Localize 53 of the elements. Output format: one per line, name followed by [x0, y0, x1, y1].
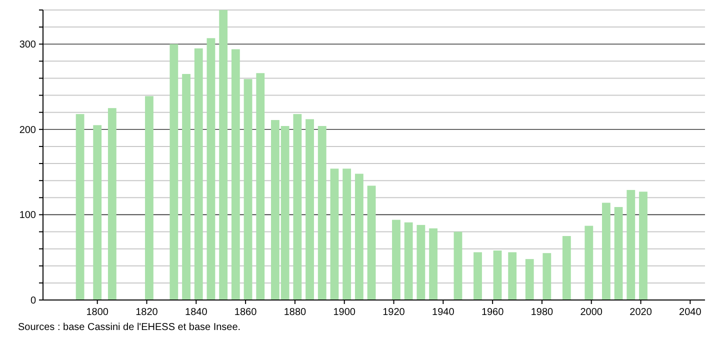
bar: [231, 49, 240, 300]
bar: [584, 226, 594, 300]
bar: [416, 224, 426, 300]
bar: [342, 168, 352, 300]
bar: [626, 190, 636, 300]
bar: [93, 125, 102, 300]
bar: [76, 114, 84, 300]
bar: [474, 252, 482, 300]
bar: [206, 38, 216, 300]
bar: [145, 96, 154, 300]
x-tick-label: 2000: [580, 307, 603, 318]
y-tick-label: 300: [19, 40, 36, 51]
y-tick-label: 200: [19, 124, 36, 136]
bar: [392, 220, 400, 300]
x-tick-label: 2020: [630, 307, 652, 318]
bar: [367, 186, 376, 300]
bar: [330, 168, 339, 300]
x-tick-label: 1960: [481, 307, 504, 318]
bar: [639, 192, 648, 300]
bar: [318, 126, 326, 300]
x-tick-label: 1940: [432, 307, 455, 318]
x-tick-label: 1800: [86, 307, 109, 318]
x-tick-label: 1980: [530, 307, 554, 318]
x-tick-label: 1920: [382, 307, 406, 318]
bar: [429, 228, 438, 300]
bar: [170, 44, 178, 300]
bar: [454, 232, 462, 300]
bar: [404, 222, 413, 300]
y-tick-label: 100: [19, 210, 36, 222]
bar: [562, 236, 571, 300]
x-tick-label: 1880: [284, 307, 307, 318]
bar: [525, 259, 534, 300]
bar: [244, 79, 252, 300]
bar: [256, 73, 265, 300]
x-tick-label: 1820: [136, 307, 158, 318]
x-tick-label: 2040: [679, 307, 702, 318]
x-tick-label: 1840: [185, 307, 208, 318]
bar: [219, 10, 228, 300]
source-note: Sources : base Cassini de l'EHESS et base Insee.: [18, 322, 241, 333]
bar: [354, 174, 364, 300]
bar: [108, 108, 116, 300]
bar: [293, 114, 302, 300]
bar: [194, 48, 203, 300]
y-tick-label: 0: [30, 296, 36, 306]
x-tick-label: 1860: [234, 307, 258, 318]
bar: [306, 119, 314, 300]
x-tick-label: 1900: [333, 307, 356, 318]
bar: [493, 250, 502, 300]
bar: [602, 202, 610, 300]
bar: [182, 74, 190, 300]
bar: [508, 252, 517, 300]
bar: [614, 207, 623, 300]
bar: [542, 253, 552, 300]
